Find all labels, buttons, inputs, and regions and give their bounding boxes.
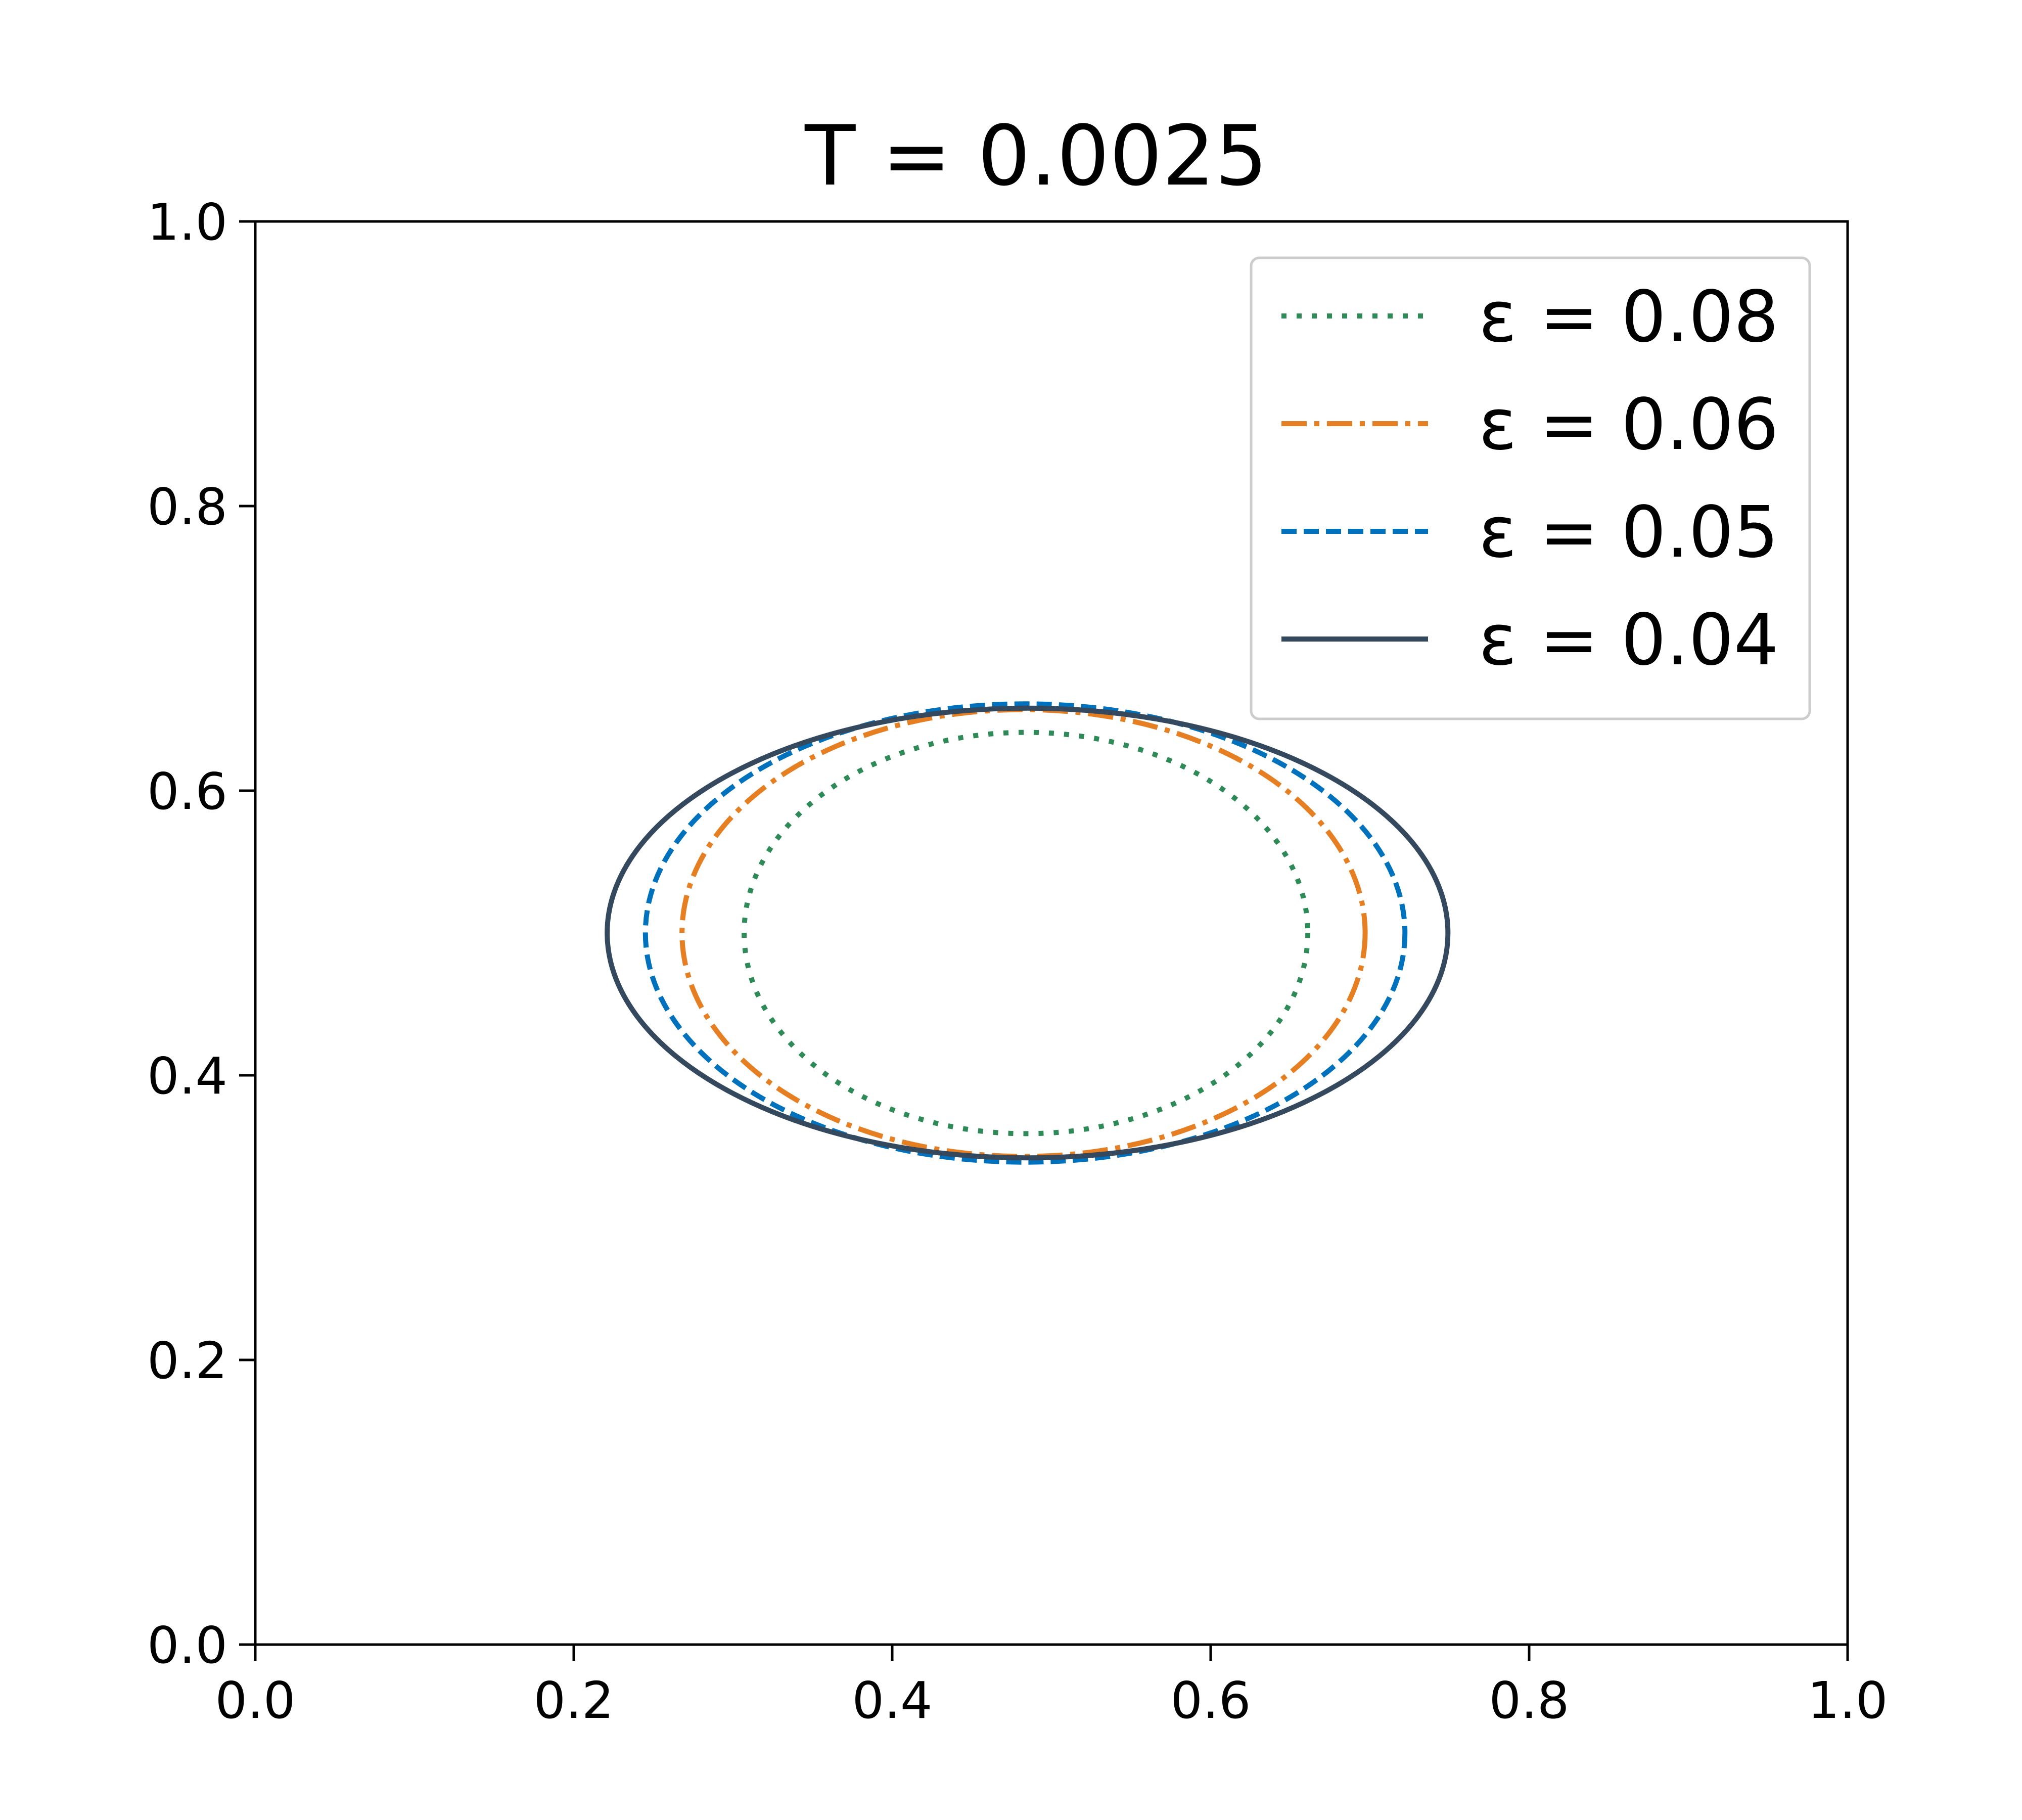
x-tick-label: 0.4 (852, 1671, 932, 1730)
y-tick-label: 0.0 (147, 1616, 227, 1675)
x-tick-label: 0.0 (215, 1671, 295, 1730)
x-tick-label: 0.2 (533, 1671, 614, 1730)
plot-curves (605, 701, 1451, 1165)
series-curve-3 (605, 705, 1451, 1161)
series-curve-0 (742, 730, 1311, 1136)
series-curve-2 (642, 701, 1408, 1165)
y-tick-label: 1.0 (147, 193, 227, 252)
y-tick-label: 0.4 (147, 1046, 227, 1106)
chart-title: T = 0.0025 (804, 108, 1268, 204)
x-axis: 0.0 0.2 0.4 0.6 0.8 1.0 (215, 1645, 1888, 1730)
y-tick-label: 0.6 (147, 762, 227, 821)
legend-label-2: ε = 0.05 (1479, 491, 1779, 574)
y-axis: 0.0 0.2 0.4 0.6 0.8 1.0 (147, 193, 255, 1675)
legend-label-1: ε = 0.06 (1479, 384, 1779, 466)
y-tick-label: 0.8 (147, 477, 227, 536)
y-tick-label: 0.2 (147, 1331, 227, 1390)
legend-box (1250, 256, 1811, 720)
legend-label-0: ε = 0.08 (1479, 276, 1779, 358)
legend-label-3: ε = 0.04 (1479, 599, 1779, 681)
plot-frame (254, 220, 1849, 1646)
x-tick-label: 1.0 (1807, 1671, 1888, 1730)
legend: ε = 0.08 ε = 0.06 ε = 0.05 ε = 0.04 (1250, 256, 1811, 720)
x-tick-label: 0.6 (1170, 1671, 1251, 1730)
x-tick-label: 0.8 (1489, 1671, 1569, 1730)
series-curve-1 (679, 707, 1368, 1159)
